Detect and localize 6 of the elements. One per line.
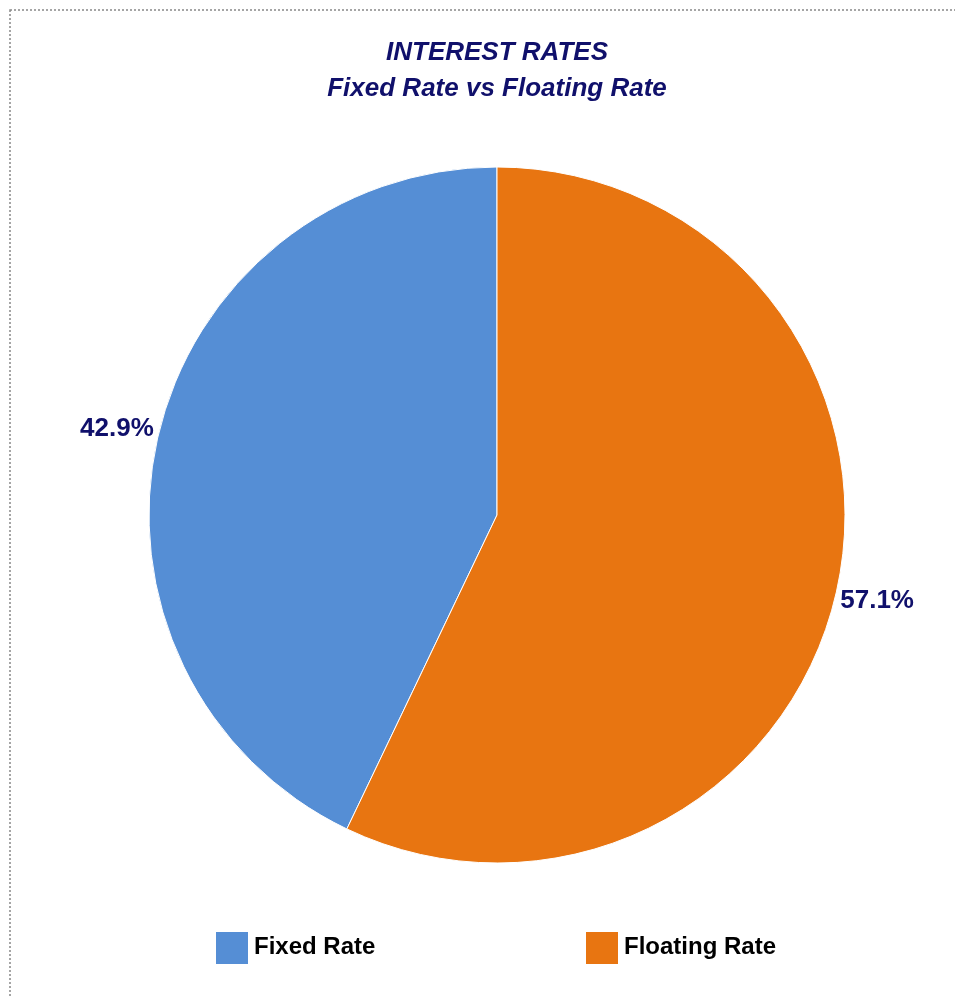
legend-label: Fixed Rate — [254, 932, 376, 960]
data-label: 42.9% — [80, 411, 154, 442]
chart-subtitle: Fixed Rate vs Floating Rate — [327, 72, 667, 102]
chart-title: INTEREST RATES — [386, 36, 609, 66]
data-label: 57.1% — [840, 584, 914, 615]
legend-label: Floating Rate — [624, 932, 777, 960]
